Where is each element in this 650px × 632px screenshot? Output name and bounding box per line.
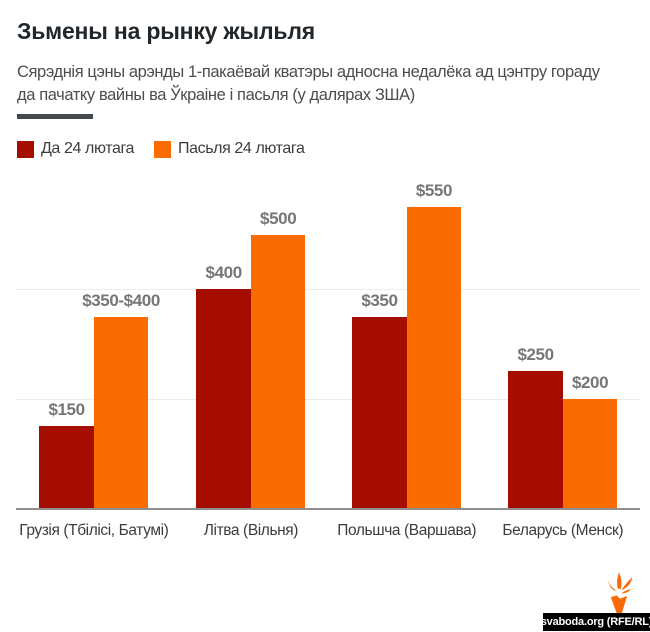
- bar-series2-cat1: [93, 316, 149, 508]
- legend-label-before: Да 24 лютага: [41, 140, 135, 157]
- value-label-series2-cat2: $500: [260, 208, 297, 228]
- value-label-series2-cat4: $200: [571, 372, 609, 392]
- value-label-series2-cat3: $550: [415, 181, 453, 201]
- rferl-torch-icon: [608, 571, 633, 614]
- bar-series2-cat3: [406, 207, 462, 508]
- chart-subtitle-line-2: да пачатку вайны ва Ўкраіне і пасьля (у …: [17, 86, 415, 104]
- category-label-2: Літва (Вільня): [203, 522, 299, 539]
- gridline-200: [16, 398, 640, 400]
- bar-series1-cat1: [39, 425, 94, 508]
- bar-series1-cat2: [196, 289, 251, 508]
- legend-swatch-before: [17, 140, 34, 158]
- chart-legend: Да 24 лютага Пасьля 24 лютага: [17, 140, 305, 158]
- legend-item-after: Пасьля 24 лютага: [154, 140, 305, 158]
- value-label-series1-cat1: $150: [48, 399, 85, 419]
- value-label-series1-cat4: $250: [517, 345, 554, 365]
- category-label-4: Беларусь (Менск): [502, 522, 624, 539]
- title-divider: [17, 114, 93, 119]
- page-title: Зьмены на рынку жыльля: [17, 18, 315, 44]
- value-label-series1-cat3: $350: [361, 290, 398, 310]
- x-axis-line: [16, 508, 640, 510]
- value-label-series1-cat2: $400: [205, 263, 243, 283]
- source-badge: svaboda.org (RFE/RL): [541, 613, 650, 631]
- legend-item-before: Да 24 лютага: [17, 140, 134, 158]
- bar-series1-cat4: [508, 371, 563, 508]
- bar-series2-cat2: [250, 234, 306, 508]
- value-label-series2-cat1: $350-$400: [82, 290, 160, 310]
- category-label-1: Грузія (Тбілісі, Батумі): [19, 522, 169, 539]
- bar-series2-cat4: [562, 398, 618, 508]
- legend-label-after: Пасьля 24 лютага: [178, 140, 305, 157]
- legend-swatch-after: [154, 140, 172, 158]
- chart-subtitle-line-1: Сярэднія цэны арэнды 1-пакаёвай кватэры …: [17, 63, 600, 81]
- chart-subtitle: Сярэднія цэны арэнды 1-пакаёвай кватэры …: [17, 61, 600, 107]
- category-label-3: Польшча (Варшава): [337, 522, 477, 539]
- gridline-400: [16, 289, 640, 291]
- bar-series1-cat3: [352, 316, 407, 508]
